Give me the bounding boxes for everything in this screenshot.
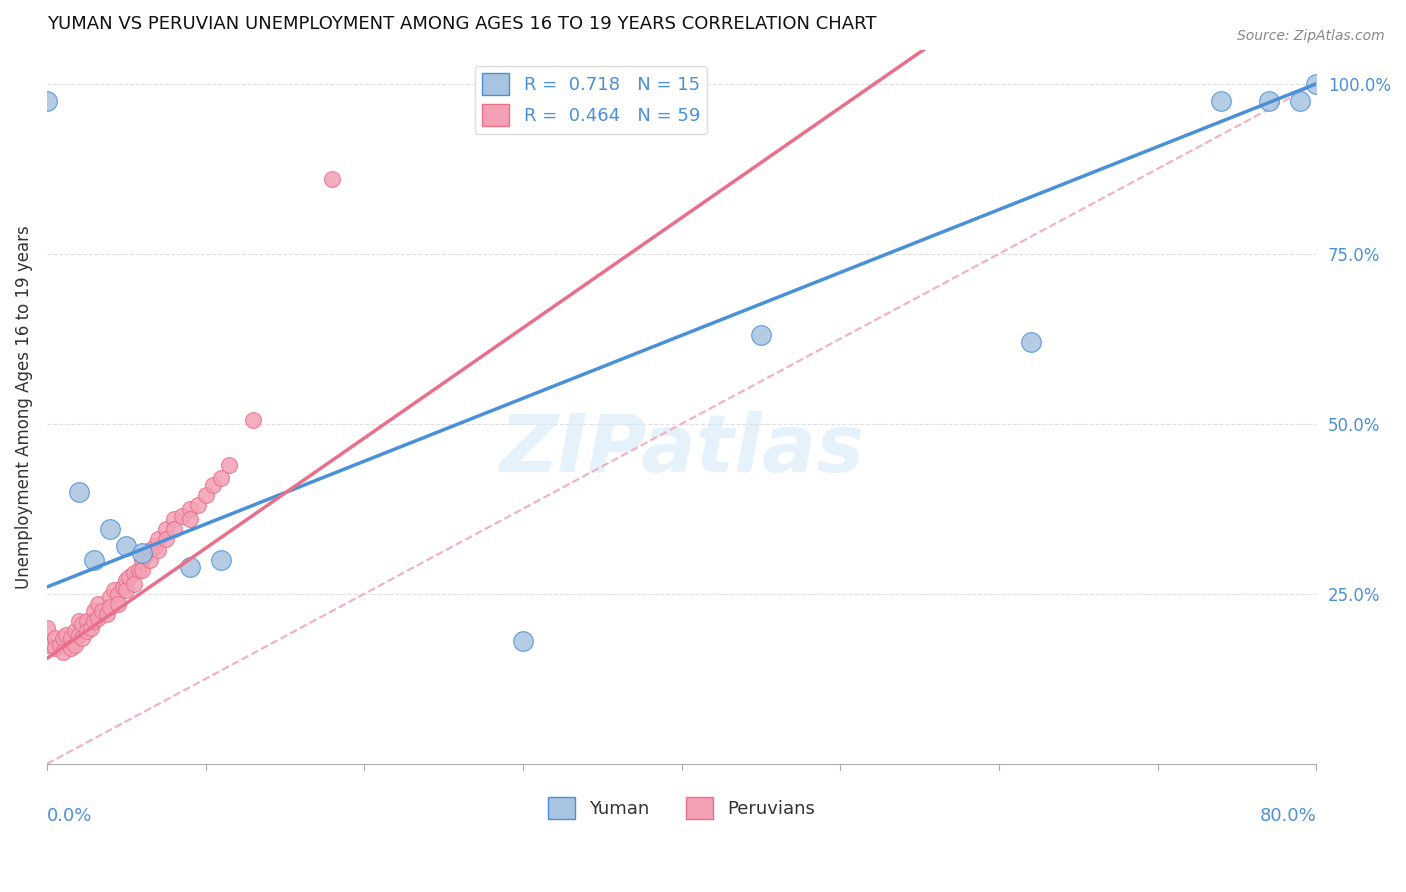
Point bbox=[1289, 94, 1312, 108]
Point bbox=[112, 580, 135, 594]
Point bbox=[179, 512, 201, 526]
Point bbox=[59, 641, 82, 656]
Point bbox=[98, 600, 121, 615]
Text: Source: ZipAtlas.com: Source: ZipAtlas.com bbox=[1237, 29, 1385, 43]
Point bbox=[67, 614, 90, 628]
Point bbox=[96, 607, 118, 622]
Point bbox=[52, 631, 75, 645]
Point bbox=[194, 488, 217, 502]
Point bbox=[115, 539, 138, 553]
Point bbox=[1257, 94, 1279, 108]
Text: ZIPatlas: ZIPatlas bbox=[499, 410, 865, 489]
Point bbox=[218, 458, 240, 472]
Point bbox=[179, 501, 201, 516]
Point bbox=[107, 597, 129, 611]
Point bbox=[35, 94, 58, 108]
Point bbox=[44, 641, 66, 656]
Point bbox=[163, 512, 186, 526]
Point bbox=[70, 631, 93, 645]
Point bbox=[83, 604, 105, 618]
Point bbox=[179, 559, 201, 574]
Point bbox=[91, 604, 114, 618]
Point bbox=[170, 508, 193, 523]
Point bbox=[52, 645, 75, 659]
Point bbox=[76, 614, 98, 628]
Point bbox=[83, 614, 105, 628]
Point bbox=[146, 542, 169, 557]
Point bbox=[512, 634, 534, 648]
Point bbox=[155, 522, 177, 536]
Point bbox=[321, 172, 343, 186]
Point bbox=[146, 533, 169, 547]
Point bbox=[202, 478, 225, 492]
Point bbox=[103, 583, 125, 598]
Point bbox=[67, 627, 90, 641]
Point bbox=[122, 576, 145, 591]
Point bbox=[187, 499, 209, 513]
Point bbox=[155, 533, 177, 547]
Point bbox=[118, 570, 141, 584]
Point bbox=[55, 627, 77, 641]
Point bbox=[76, 624, 98, 639]
Point bbox=[122, 566, 145, 581]
Point bbox=[115, 573, 138, 587]
Point bbox=[143, 539, 166, 553]
Y-axis label: Unemployment Among Ages 16 to 19 years: Unemployment Among Ages 16 to 19 years bbox=[15, 225, 32, 589]
Point bbox=[67, 484, 90, 499]
Point bbox=[131, 553, 153, 567]
Point bbox=[242, 413, 264, 427]
Point bbox=[139, 542, 162, 557]
Point bbox=[70, 617, 93, 632]
Point bbox=[59, 631, 82, 645]
Point bbox=[98, 591, 121, 605]
Point bbox=[163, 522, 186, 536]
Point bbox=[98, 522, 121, 536]
Point bbox=[65, 638, 87, 652]
Text: YUMAN VS PERUVIAN UNEMPLOYMENT AMONG AGES 16 TO 19 YEARS CORRELATION CHART: YUMAN VS PERUVIAN UNEMPLOYMENT AMONG AGE… bbox=[46, 15, 876, 33]
Point bbox=[1019, 335, 1042, 350]
Point bbox=[48, 638, 70, 652]
Text: 0.0%: 0.0% bbox=[46, 806, 93, 825]
Point bbox=[80, 621, 103, 635]
Point bbox=[1209, 94, 1232, 108]
Point bbox=[107, 587, 129, 601]
Text: 80.0%: 80.0% bbox=[1260, 806, 1316, 825]
Point bbox=[65, 624, 87, 639]
Point bbox=[86, 597, 108, 611]
Legend: Yuman, Peruvians: Yuman, Peruvians bbox=[541, 789, 823, 826]
Point bbox=[35, 638, 58, 652]
Point bbox=[115, 583, 138, 598]
Point bbox=[83, 553, 105, 567]
Point bbox=[749, 328, 772, 343]
Point bbox=[35, 621, 58, 635]
Point bbox=[128, 563, 150, 577]
Point bbox=[131, 563, 153, 577]
Point bbox=[209, 471, 232, 485]
Point bbox=[1305, 77, 1327, 91]
Point bbox=[44, 631, 66, 645]
Point bbox=[86, 610, 108, 624]
Point bbox=[209, 553, 232, 567]
Point bbox=[131, 546, 153, 560]
Point bbox=[139, 553, 162, 567]
Point bbox=[134, 549, 156, 564]
